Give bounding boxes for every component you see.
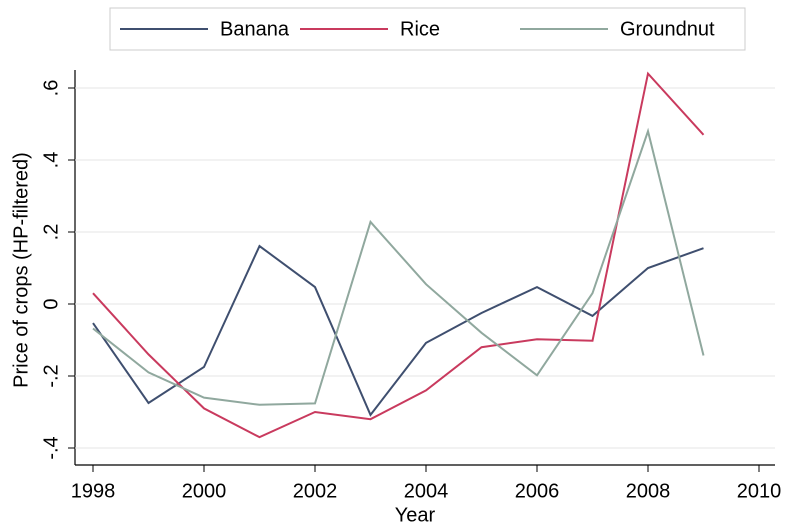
y-tick-label: -.4: [40, 436, 62, 459]
x-tick-label: 2006: [515, 480, 560, 502]
legend-label: Banana: [220, 18, 290, 40]
y-tick-label: .2: [40, 224, 62, 241]
x-axis-label: Year: [395, 504, 436, 526]
legend-label: Groundnut: [620, 18, 715, 40]
x-tick-label: 2010: [737, 480, 782, 502]
legend-label: Rice: [400, 18, 440, 40]
x-tick-label: 2008: [626, 480, 671, 502]
y-tick-label: .6: [40, 80, 62, 97]
y-tick-label: 0: [40, 298, 62, 309]
y-tick-label: .4: [40, 152, 62, 169]
x-tick-label: 2002: [293, 480, 338, 502]
x-tick-label: 2000: [182, 480, 227, 502]
y-tick-label: -.2: [40, 364, 62, 387]
x-tick-label: 1998: [71, 480, 116, 502]
legend-box: [109, 7, 746, 51]
x-tick-label: 2004: [404, 480, 449, 502]
y-axis-label: Price of crops (HP-filtered): [10, 152, 32, 388]
series-line: [92, 127, 705, 406]
series-line: [92, 71, 705, 439]
series-line: [92, 244, 704, 417]
